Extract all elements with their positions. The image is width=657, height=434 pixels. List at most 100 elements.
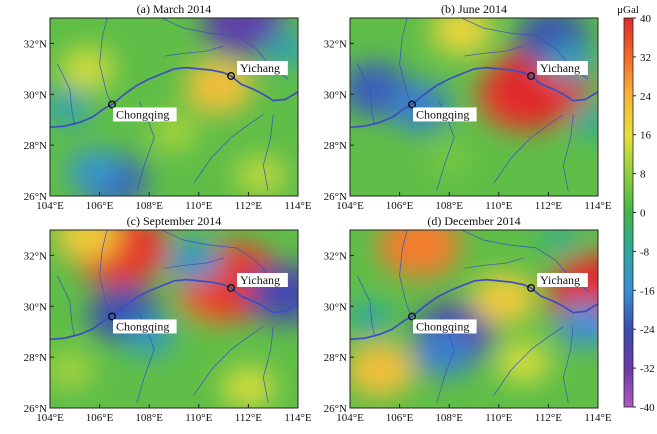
- anomaly-blob: [430, 18, 493, 56]
- lon-tick-label: 108°E: [135, 412, 163, 424]
- panel-title: (a) March 2014: [137, 2, 212, 16]
- tributary-line: [464, 257, 524, 269]
- colorbar-tick-label: 8: [640, 169, 646, 181]
- yangtze-river-line: [350, 278, 598, 341]
- lon-tick-label: 114°E: [284, 412, 311, 424]
- yichang-label: Yichang: [540, 273, 580, 287]
- lon-tick-label: 104°E: [336, 200, 364, 212]
- anomaly-blob: [540, 230, 582, 257]
- lon-tick-label: 114°E: [584, 412, 611, 424]
- lon-tick-label: 112°E: [235, 412, 262, 424]
- panel-frame: [49, 229, 299, 409]
- anomaly-blob: [471, 272, 537, 325]
- tributary-line: [493, 326, 564, 396]
- tributary-line: [57, 275, 76, 337]
- tributary-line: [357, 275, 376, 337]
- anomaly-blob: [350, 301, 392, 337]
- tributary-line: [262, 114, 274, 191]
- anomaly-blob: [50, 350, 94, 389]
- lat-tick-label: 32°N: [324, 250, 347, 262]
- chongqing-marker: [107, 100, 116, 109]
- anomaly-blob: [59, 47, 115, 91]
- colorbar-tick-label: -16: [640, 285, 655, 297]
- colorbar-tick-label: -32: [640, 363, 655, 375]
- tributary-line: [399, 230, 413, 317]
- tributary-line: [464, 45, 524, 57]
- tributary-line: [493, 114, 564, 184]
- lon-tick-label: 110°E: [485, 412, 512, 424]
- lat-tick-label: 32°N: [324, 38, 347, 50]
- anomaly-field: [50, 230, 298, 408]
- tributary-line: [357, 63, 376, 125]
- anomaly-blob: [184, 59, 253, 115]
- chongqing-label-bg: [113, 107, 177, 122]
- lon-tick-label: 106°E: [386, 412, 414, 424]
- anomaly-blob: [568, 102, 598, 138]
- colorbar: μGal 40 32 24 16 8 0 -8 -16 -24 -32 -40: [617, 4, 655, 414]
- chongqing-label: Chongqing: [116, 107, 169, 121]
- yichang-label: Yichang: [240, 273, 280, 287]
- panel-frame: [349, 17, 599, 197]
- tributary-line: [164, 257, 224, 269]
- yangtze-river-line: [350, 66, 598, 129]
- colorbar-tick-label: 40: [640, 13, 652, 25]
- lat-tick-label: 26°N: [24, 191, 47, 203]
- yangtze-river-line: [50, 278, 298, 341]
- yichang-label: Yichang: [540, 61, 580, 75]
- yangtze-river-line: [50, 66, 298, 129]
- lon-tick-label: 104°E: [36, 412, 64, 424]
- colorbar-tick-label: 24: [640, 91, 652, 103]
- anomaly-blob: [221, 365, 276, 408]
- chongqing-label: Chongqing: [116, 319, 169, 333]
- panel-d: (d) December 2014 104°E 106°E 108°E 110°E 112…: [324, 214, 612, 424]
- panel-frame: [349, 229, 599, 409]
- panel-c: (c) September 2014 104°E 106°E 108°E 110°E 11…: [24, 214, 312, 424]
- river-network: [50, 18, 298, 192]
- yichang-label-bg: [237, 272, 288, 287]
- yichang-marker: [227, 283, 236, 292]
- lon-tick-label: 104°E: [36, 200, 64, 212]
- tributary-line: [262, 326, 274, 403]
- lon-tick-label: 108°E: [435, 200, 463, 212]
- anomaly-blob: [235, 155, 287, 196]
- lat-tick-label: 30°N: [24, 301, 47, 313]
- anomaly-blob: [428, 141, 470, 175]
- lat-tick-label: 32°N: [24, 38, 47, 50]
- anomaly-blob: [166, 238, 221, 283]
- lat-tick-label: 28°N: [324, 352, 347, 364]
- chongqing-marker: [107, 312, 116, 321]
- panel-title: (d) December 2014: [427, 214, 520, 228]
- anomaly-blobs: [50, 18, 298, 196]
- chongqing-marker: [408, 100, 417, 109]
- anomaly-blob: [350, 342, 415, 398]
- colorbar-tick-label: -40: [640, 402, 655, 414]
- lon-tick-label: 106°E: [386, 200, 414, 212]
- panel-a: (a) March 2014 104°E 106°E 108°E 110°E 112°E 1…: [24, 2, 312, 212]
- anomaly-blob: [413, 327, 476, 377]
- colorbar-gradient: [623, 17, 634, 408]
- panel-frame: [49, 17, 299, 197]
- lat-tick-label: 28°N: [24, 140, 47, 152]
- panel-title: (b) June 2014: [441, 2, 507, 16]
- colorbar-tick-label: -24: [640, 324, 655, 336]
- tributary-line: [399, 18, 413, 105]
- anomaly-blob: [496, 340, 551, 385]
- lon-tick-label: 110°E: [485, 200, 512, 212]
- lon-tick-label: 108°E: [135, 200, 163, 212]
- anomaly-field: [50, 18, 298, 196]
- lon-tick-label: 114°E: [584, 200, 611, 212]
- colorbar-tick-label: 0: [640, 208, 646, 220]
- chongqing-label-bg: [413, 319, 477, 334]
- lon-tick-label: 110°E: [185, 200, 212, 212]
- lat-tick-label: 30°N: [24, 89, 47, 101]
- anomaly-blobs: [350, 230, 598, 398]
- tributary-line: [99, 18, 113, 105]
- yichang-label-bg: [537, 60, 588, 75]
- lat-tick-label: 30°N: [324, 89, 347, 101]
- tributary-line: [99, 230, 113, 317]
- lon-tick-label: 114°E: [284, 200, 311, 212]
- chongqing-marker: [408, 312, 417, 321]
- tributary-line: [164, 45, 224, 57]
- anomaly-blob: [50, 88, 92, 126]
